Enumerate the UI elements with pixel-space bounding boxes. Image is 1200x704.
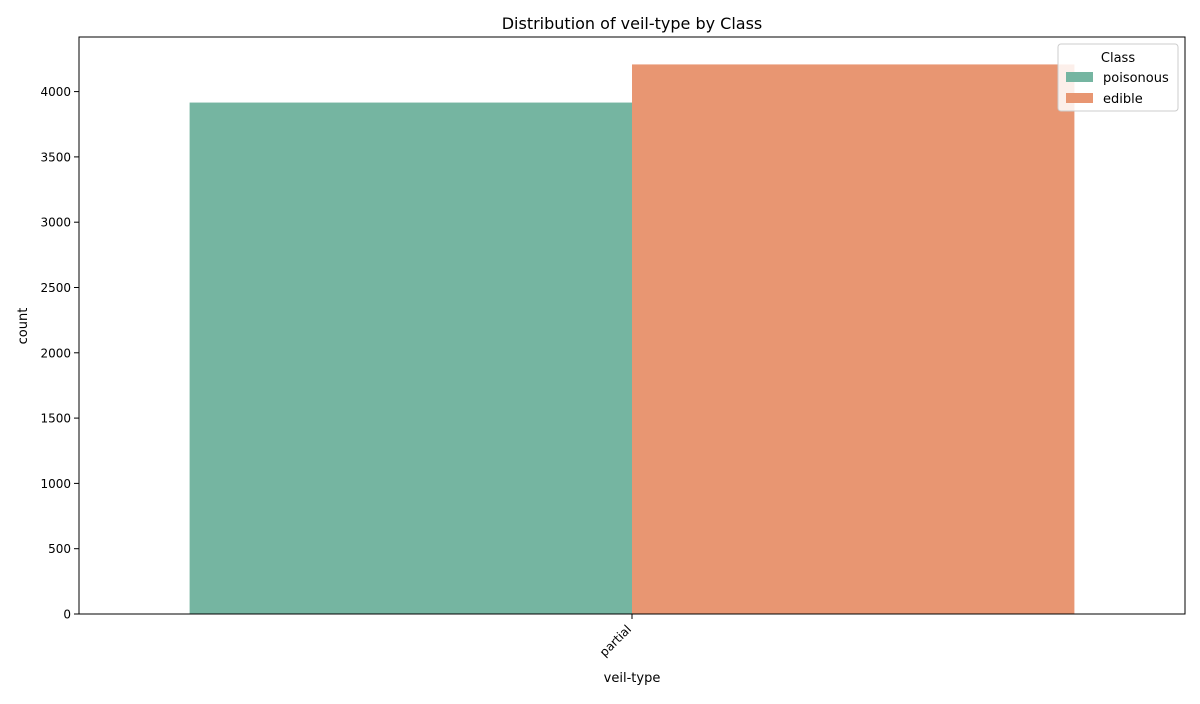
bars-layer bbox=[189, 64, 1075, 614]
legend-swatch-edible bbox=[1066, 93, 1093, 103]
y-tick-label: 2500 bbox=[40, 281, 71, 295]
y-tick-label: 0 bbox=[63, 608, 71, 622]
legend: Class poisonous edible bbox=[1057, 43, 1179, 112]
x-tick-label: partial bbox=[597, 622, 634, 659]
legend-swatch-poisonous bbox=[1066, 72, 1093, 82]
x-axis-label: veil-type bbox=[604, 671, 661, 686]
y-tick-label: 1500 bbox=[40, 412, 71, 426]
y-tick-label: 1000 bbox=[40, 477, 71, 491]
y-tick-label: 2000 bbox=[40, 346, 71, 360]
bar-poisonous bbox=[189, 102, 632, 614]
x-axis: partial bbox=[597, 614, 634, 659]
legend-label-poisonous: poisonous bbox=[1103, 71, 1169, 86]
y-tick-label: 4000 bbox=[40, 85, 71, 99]
y-tick-label: 3000 bbox=[40, 216, 71, 230]
y-axis-label: count bbox=[16, 308, 31, 345]
legend-label-edible: edible bbox=[1103, 92, 1143, 107]
y-axis: 0 500 1000 1500 2000 2500 3000 3500 4000 bbox=[40, 85, 79, 622]
legend-title: Class bbox=[1101, 51, 1135, 66]
y-tick-label: 3500 bbox=[40, 150, 71, 164]
chart-title: Distribution of veil-type by Class bbox=[502, 14, 763, 33]
bar-edible bbox=[632, 64, 1075, 614]
y-tick-label: 500 bbox=[48, 542, 71, 556]
plot-frame bbox=[78, 36, 1186, 615]
